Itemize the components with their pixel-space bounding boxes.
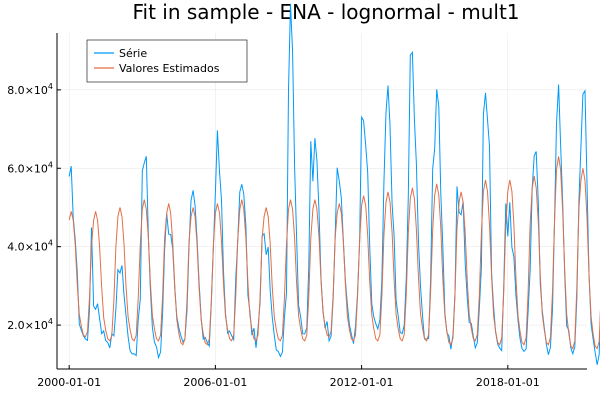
y-tick-mantissa: 2.0 — [7, 319, 25, 332]
y-tick-label: 2.0×104 — [7, 317, 53, 332]
y-tick-label: 4.0×104 — [7, 239, 53, 254]
y-tick-label: 8.0×104 — [7, 82, 53, 97]
legend-label-0: Série — [119, 47, 147, 60]
y-tick-exponent: 4 — [48, 82, 53, 91]
axes: 2000-01-01 2006-01-01 2012-01-01 2018-01-01… — [7, 33, 587, 389]
x-tick-label: 2000-01-01 — [37, 376, 101, 389]
legend: Série Valores Estimados — [86, 39, 248, 83]
y-tick-base: ×10 — [25, 241, 48, 254]
y-tick-base: ×10 — [25, 84, 48, 97]
y-tick-mantissa: 4.0 — [7, 241, 25, 254]
series-line-1 — [68, 156, 600, 350]
y-tick-mantissa: 8.0 — [7, 84, 25, 97]
y-tick-base: ×10 — [25, 162, 48, 175]
legend-box — [86, 39, 248, 83]
x-tick-label: 2012-01-01 — [330, 376, 394, 389]
legend-label-1: Valores Estimados — [119, 62, 220, 75]
y-tick-base: ×10 — [25, 319, 48, 332]
y-tick-label: 6.0×104 — [7, 160, 53, 175]
x-tick-label: 2018-01-01 — [476, 376, 540, 389]
x-tick-label: 2006-01-01 — [183, 376, 247, 389]
y-tick-exponent: 4 — [48, 317, 53, 326]
y-tick-exponent: 4 — [48, 160, 53, 169]
chart-title: Fit in sample - ENA - lognormal - mult1 — [132, 0, 519, 24]
grid — [57, 33, 587, 369]
series-layer — [68, 3, 600, 365]
series-line-0 — [68, 3, 600, 365]
y-tick-mantissa: 6.0 — [7, 162, 25, 175]
y-tick-exponent: 4 — [48, 239, 53, 248]
